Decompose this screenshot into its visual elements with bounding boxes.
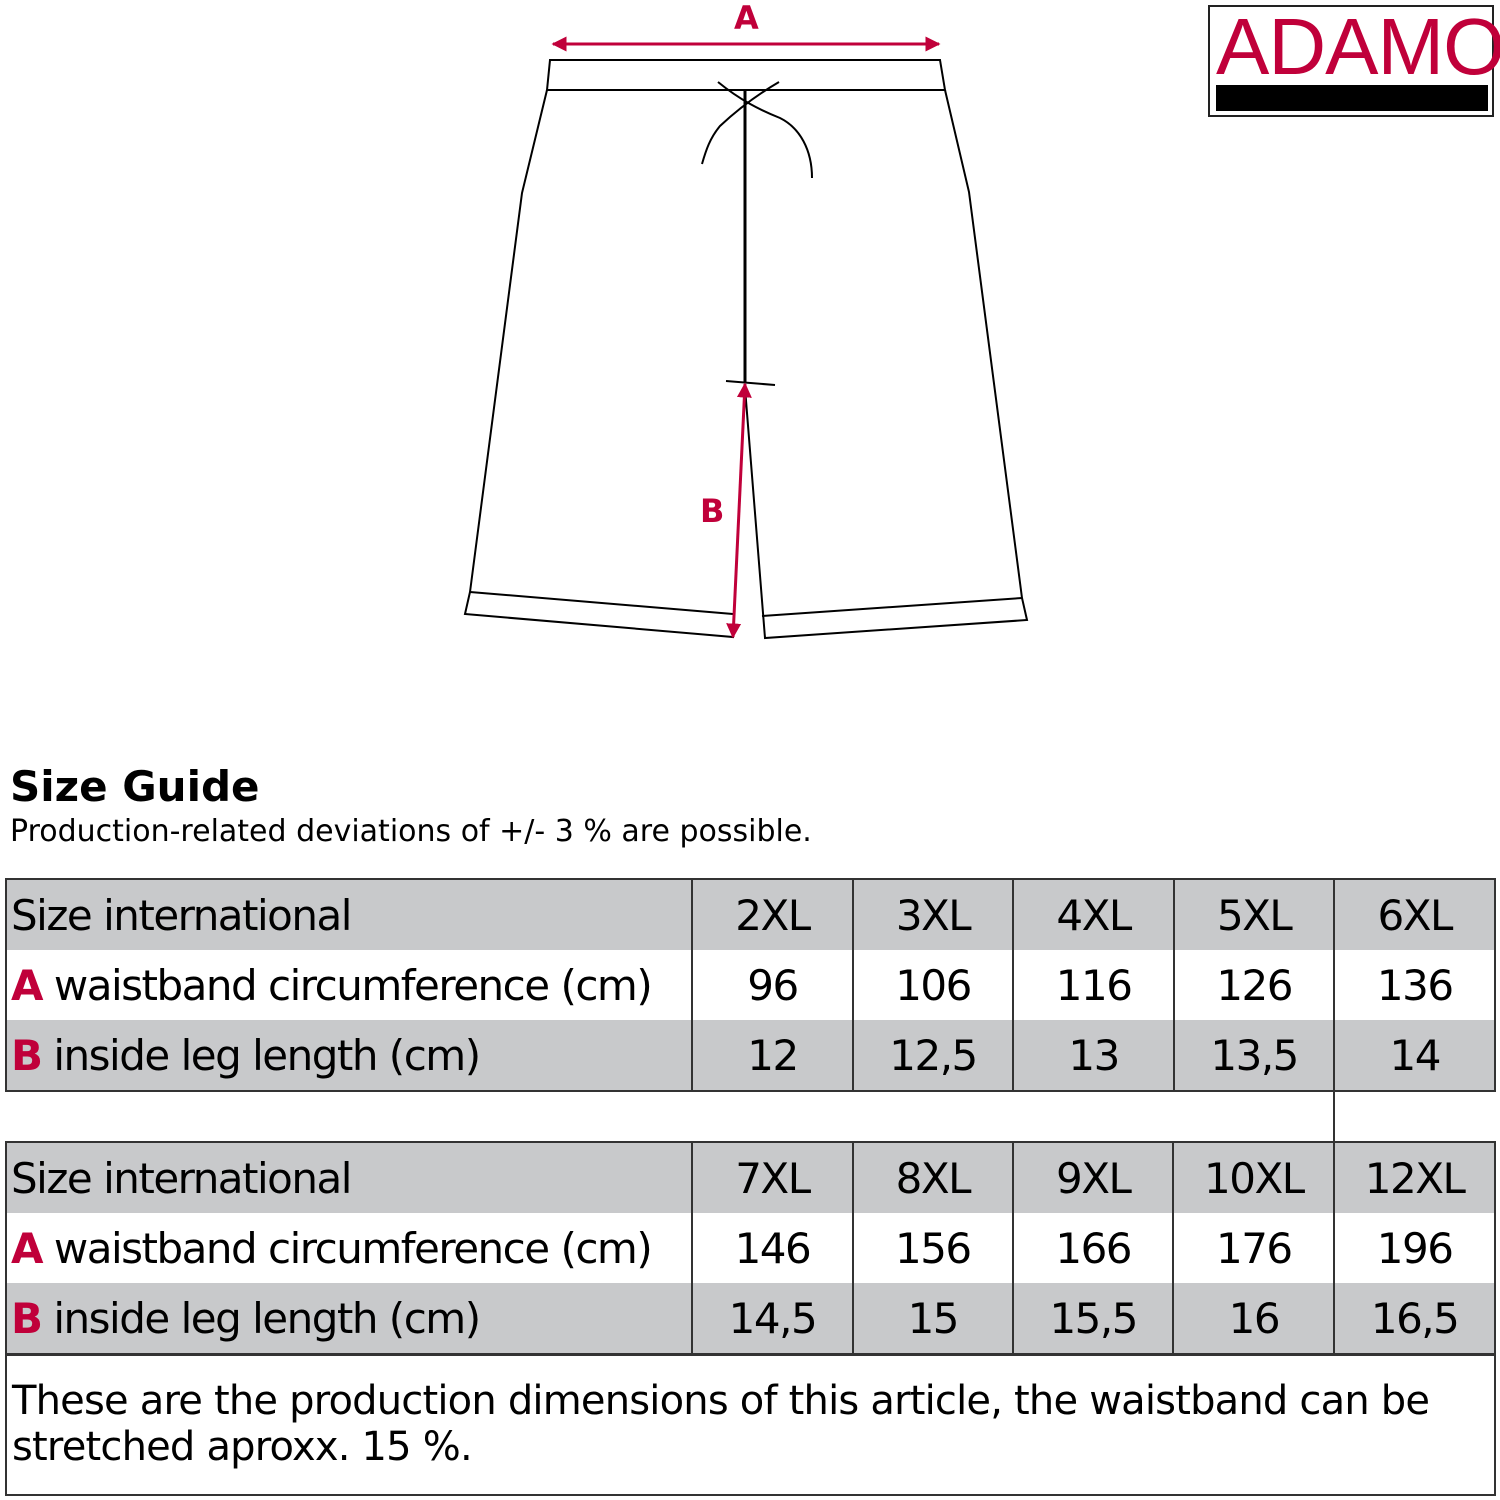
measurement-value: 15: [851, 1283, 1013, 1354]
shorts-outline: [463, 59, 1029, 640]
size-2xl: 2XL: [691, 879, 853, 950]
measurement-value: 12: [691, 1020, 853, 1091]
measurement-value: 12,5: [851, 1020, 1014, 1091]
page-title: Size Guide: [10, 762, 260, 811]
measurement-value: 156: [851, 1213, 1013, 1283]
label-b: B: [700, 492, 724, 530]
measurement-letter: B: [11, 1293, 43, 1343]
measurement-row: B inside leg length (cm) 12 12,5 13 13,5 14: [6, 1020, 1495, 1091]
measurement-value: 96: [691, 950, 853, 1020]
measurement-letter: A: [11, 960, 44, 1010]
table-connector-line: [1333, 1090, 1335, 1142]
shorts-diagram: A B: [463, 0, 1029, 640]
measurement-label: B inside leg length (cm): [6, 1283, 693, 1354]
measurement-label: A waistband circumference (cm): [6, 950, 693, 1020]
size-7xl: 7XL: [691, 1142, 853, 1213]
size-8xl: 8XL: [851, 1142, 1013, 1213]
label-a: A: [734, 0, 759, 37]
size-4xl: 4XL: [1012, 879, 1174, 950]
logo-bar: [1216, 85, 1488, 111]
measurement-label: A waistband circumference (cm): [6, 1213, 693, 1283]
measurement-value: 14,5: [691, 1283, 853, 1354]
measurement-value: 14: [1333, 1020, 1495, 1091]
stretch-note: These are the production dimensions of t…: [5, 1354, 1496, 1496]
header-label: Size international: [6, 1142, 693, 1213]
size-table-2: Size international 7XL 8XL 9XL 10XL 12XL A wai…: [5, 1141, 1496, 1355]
adamo-logo: ADAMO: [1208, 2, 1500, 117]
size-6xl: 6XL: [1333, 879, 1495, 950]
header-label: Size international: [6, 879, 693, 950]
measurement-value: 106: [851, 950, 1014, 1020]
measurement-row: A waistband circumference (cm) 96 106 116 12…: [6, 950, 1495, 1020]
measurement-row: B inside leg length (cm) 14,5 15 15,5 16 16,5: [6, 1283, 1495, 1354]
measurement-row: A waistband circumference (cm) 146 156 166 1…: [6, 1213, 1495, 1283]
measurement-name: waistband circumference (cm): [53, 960, 653, 1010]
measurement-value: 196: [1333, 1213, 1495, 1283]
measurement-value: 146: [691, 1213, 853, 1283]
page-subtitle: Production-related deviations of +/- 3 %…: [10, 814, 812, 849]
measurement-value: 116: [1012, 950, 1174, 1020]
measurement-value: 176: [1172, 1213, 1335, 1283]
size-header-row: Size international 7XL 8XL 9XL 10XL 12XL: [6, 1142, 1495, 1213]
size-3xl: 3XL: [851, 879, 1014, 950]
measurement-name: inside leg length (cm): [53, 1293, 481, 1343]
measurement-name: waistband circumference (cm): [53, 1223, 653, 1273]
size-12xl: 12XL: [1333, 1142, 1495, 1213]
measure-b-arrow: [726, 382, 752, 639]
measurement-name: inside leg length (cm): [53, 1030, 481, 1080]
logo-text: ADAMO: [1216, 2, 1500, 91]
size-header-row: Size international 2XL 3XL 4XL 5XL 6XL: [6, 879, 1495, 950]
measurement-value: 16,5: [1333, 1283, 1495, 1354]
size-10xl: 10XL: [1172, 1142, 1335, 1213]
measurement-value: 166: [1011, 1213, 1174, 1283]
measurement-value: 16: [1172, 1283, 1335, 1354]
measurement-value: 13,5: [1172, 1020, 1335, 1091]
measurement-letter: B: [11, 1030, 43, 1080]
size-table-1: Size international 2XL 3XL 4XL 5XL 6XL A waist…: [5, 878, 1496, 1092]
measurement-value: 136: [1333, 950, 1495, 1020]
size-5xl: 5XL: [1172, 879, 1335, 950]
measurement-letter: A: [11, 1223, 44, 1273]
measurement-label: B inside leg length (cm): [6, 1020, 693, 1091]
measurement-value: 15,5: [1011, 1283, 1174, 1354]
size-9xl: 9XL: [1011, 1142, 1174, 1213]
measurement-value: 13: [1012, 1020, 1174, 1091]
measurement-value: 126: [1172, 950, 1335, 1020]
